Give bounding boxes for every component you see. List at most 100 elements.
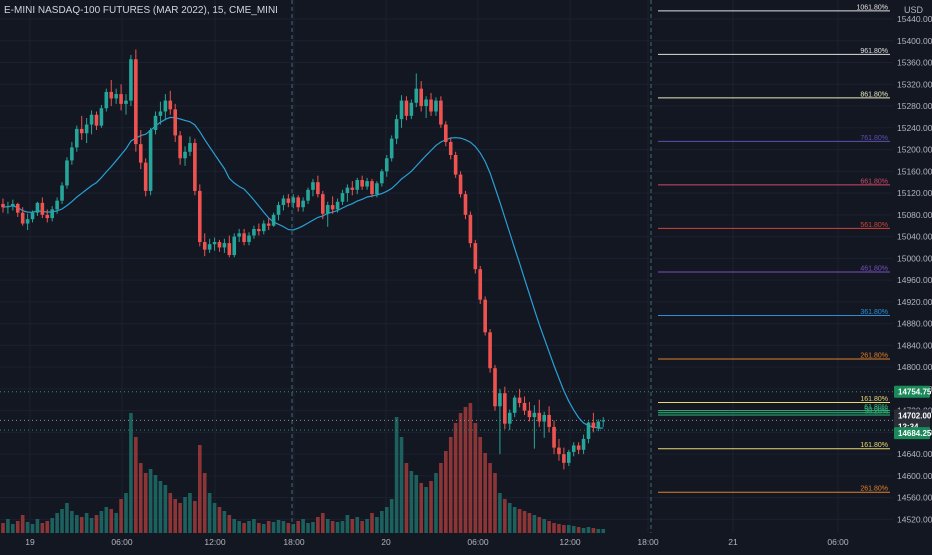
candle xyxy=(35,201,40,216)
fib-level-label: 961.80% xyxy=(860,48,888,55)
price-tag-bg xyxy=(894,409,930,422)
candle-body xyxy=(227,243,232,256)
volume-bar xyxy=(30,524,35,533)
candle-body xyxy=(463,194,468,215)
volume-bar xyxy=(325,519,330,533)
candle-body xyxy=(252,228,256,236)
candle xyxy=(70,141,74,165)
candle-body xyxy=(493,368,497,407)
volume-bar xyxy=(237,521,241,533)
candle-body xyxy=(188,143,192,152)
price-tag-bg xyxy=(894,385,930,398)
volume-bar xyxy=(153,475,158,533)
volume-bar xyxy=(261,524,266,533)
candle xyxy=(517,388,522,408)
fib-level-label: 38.20% xyxy=(864,408,888,415)
candle-body xyxy=(291,197,296,203)
volume-bar xyxy=(399,437,404,533)
candle xyxy=(242,228,246,246)
candle xyxy=(50,206,54,222)
candle-body xyxy=(439,100,443,125)
candle-body xyxy=(173,109,177,136)
volume-bar xyxy=(542,519,546,533)
candle xyxy=(321,190,325,220)
candle-body xyxy=(257,228,261,232)
candle xyxy=(503,386,507,430)
candle xyxy=(134,49,138,152)
fib-level-label: 761.80% xyxy=(860,135,888,142)
candle-body xyxy=(360,180,364,187)
candle-body xyxy=(94,114,99,126)
candle xyxy=(325,201,330,227)
candle xyxy=(389,135,394,162)
candle xyxy=(527,401,532,422)
candle xyxy=(350,181,355,196)
volume-bar xyxy=(350,519,355,533)
candle-body xyxy=(15,203,20,213)
volume-bar xyxy=(591,528,596,533)
candle-body xyxy=(50,209,54,219)
volume-bar xyxy=(453,423,458,533)
price-tag-text: 12:34 xyxy=(898,422,919,431)
volume-bar xyxy=(434,473,438,533)
candle xyxy=(129,54,133,107)
candle-body xyxy=(567,451,571,463)
candle xyxy=(222,238,227,253)
candle xyxy=(532,405,537,449)
volume-bar xyxy=(586,527,591,533)
candle-body xyxy=(109,91,114,99)
time-axis[interactable]: 19 06:00 12:00 18:00 20 06:00 12:00 18:00 21 06:0… xyxy=(25,537,849,547)
volume-bar xyxy=(79,517,84,533)
candle xyxy=(498,388,502,455)
volume-bar xyxy=(601,529,606,533)
candle xyxy=(143,158,148,197)
candle xyxy=(512,395,517,418)
time-tick-label: 06:00 xyxy=(467,537,489,547)
candle xyxy=(562,447,566,470)
candle xyxy=(429,93,433,116)
candle xyxy=(138,129,143,170)
candle-body xyxy=(311,182,315,190)
candle xyxy=(399,95,404,128)
candle xyxy=(311,178,315,197)
time-tick-label: 06:00 xyxy=(111,537,133,547)
candle-body xyxy=(562,454,566,463)
candle-body xyxy=(276,205,281,215)
candle-body xyxy=(316,182,320,195)
candle-body xyxy=(119,94,123,104)
volume-bar xyxy=(25,522,30,533)
fib-level-label: 61.80% xyxy=(864,404,888,411)
volume-bar xyxy=(316,517,320,533)
volume-bar xyxy=(483,453,487,533)
volume-bar xyxy=(193,501,197,533)
price-tick-label: 14560.00 xyxy=(897,493,932,503)
volume-bar xyxy=(188,493,192,533)
candle-body xyxy=(330,205,335,210)
price-tick-label: 15320.00 xyxy=(897,79,932,89)
candle xyxy=(340,189,345,206)
volume-bar xyxy=(360,521,364,533)
candle-body xyxy=(271,214,276,226)
volume-bar xyxy=(503,499,507,533)
volume-bar xyxy=(134,437,138,533)
volume-bar xyxy=(143,473,148,533)
price-tick-label: 15440.00 xyxy=(897,14,932,24)
candle-body xyxy=(483,299,487,333)
volume-bar xyxy=(247,521,251,533)
candle xyxy=(507,409,512,431)
candle xyxy=(232,233,237,258)
candle-body xyxy=(65,160,69,186)
volume-bar xyxy=(321,513,325,533)
fib-level-label: 161.80% xyxy=(860,442,888,449)
price-tick-label: 15160.00 xyxy=(897,166,932,176)
candle xyxy=(207,238,212,253)
candle-body xyxy=(340,193,345,202)
volume-bar xyxy=(419,483,423,533)
candle-body xyxy=(409,102,414,116)
volume-bar xyxy=(183,497,187,533)
volume-bar xyxy=(394,417,399,533)
candle xyxy=(104,88,109,112)
candle xyxy=(522,396,527,415)
candle-body xyxy=(158,111,163,116)
